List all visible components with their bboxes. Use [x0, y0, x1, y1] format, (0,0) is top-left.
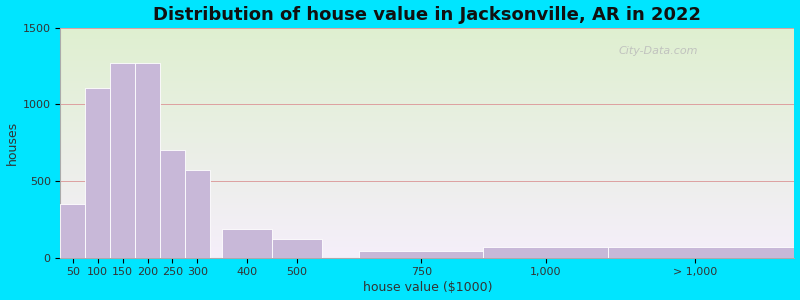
Bar	[222, 229, 272, 258]
Title: Distribution of house value in Jacksonville, AR in 2022: Distribution of house value in Jacksonvi…	[154, 6, 702, 24]
Bar	[110, 63, 135, 258]
Bar	[61, 204, 86, 258]
Bar	[135, 63, 160, 258]
Bar	[160, 150, 185, 258]
Bar	[608, 247, 794, 258]
Bar	[272, 239, 322, 258]
Bar	[483, 247, 608, 258]
Bar	[359, 251, 483, 258]
Bar	[86, 88, 110, 258]
Bar	[185, 170, 210, 258]
Y-axis label: houses: houses	[6, 121, 18, 165]
Text: City-Data.com: City-Data.com	[618, 46, 698, 56]
X-axis label: house value ($1000): house value ($1000)	[362, 281, 492, 294]
